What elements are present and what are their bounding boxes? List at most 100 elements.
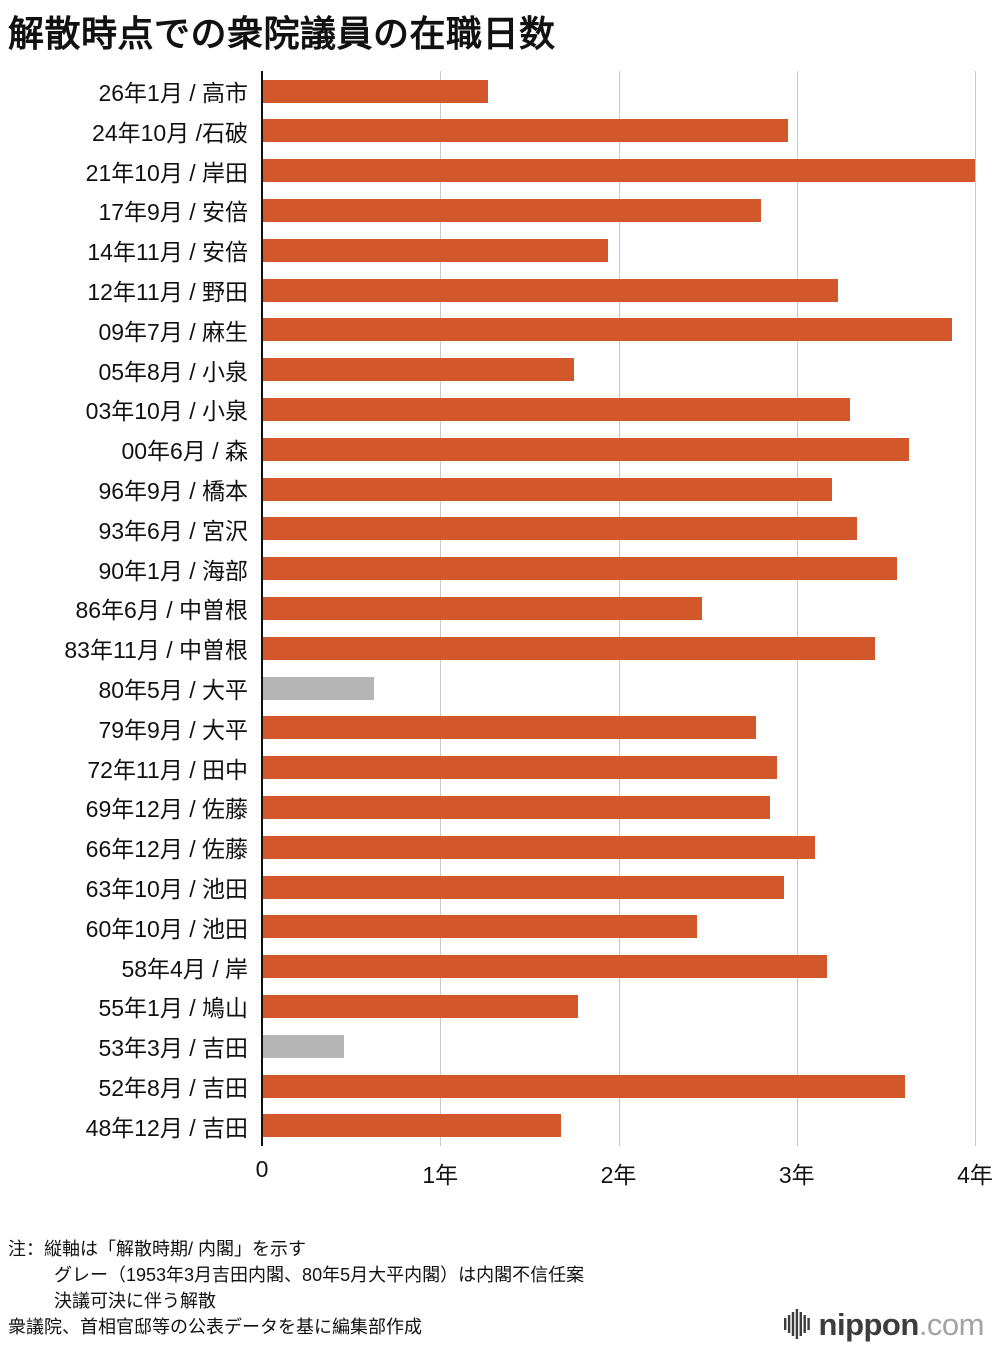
chart-row: 72年11月 / 田中: [0, 748, 1000, 788]
bar-track: [262, 198, 975, 222]
bar: [262, 278, 838, 302]
bar-track: [262, 676, 975, 700]
category-label: 58年4月 / 岸: [121, 955, 248, 982]
bar: [262, 1074, 906, 1098]
category-label: 21年10月 / 岸田: [85, 159, 248, 186]
x-tick-label: 1年: [422, 1161, 459, 1188]
bar-track: [262, 278, 975, 302]
chart-row: 52年8月 / 吉田: [0, 1066, 1000, 1106]
logo-brand: nippon: [818, 1306, 920, 1342]
chart-row: 63年10月 / 池田: [0, 867, 1000, 907]
bar: [262, 835, 815, 859]
gridline: [796, 71, 798, 1146]
bar: [262, 756, 778, 780]
bar-track: [262, 875, 975, 899]
bar: [262, 1114, 562, 1138]
category-label: 52年8月 / 吉田: [98, 1075, 248, 1101]
bar-track: [262, 994, 975, 1018]
bar: [262, 79, 489, 103]
bar: [262, 596, 703, 620]
category-label: 90年1月 / 海部: [98, 557, 248, 584]
bar-track: [262, 835, 975, 859]
category-label: 63年10月 / 池田: [85, 876, 248, 903]
bar: [262, 238, 608, 262]
chart-row: 90年1月 / 海部: [0, 549, 1000, 589]
bar-track: [262, 955, 975, 979]
bar: [262, 676, 375, 700]
bar: [262, 716, 756, 740]
chart-row: 48年12月 / 吉田: [0, 1106, 1000, 1146]
bar-track: [262, 1114, 975, 1138]
footnotes: 注：縦軸は「解散時期/ 内閣」を示す グレー（1953年3月吉田内閣、80年5月…: [8, 1236, 584, 1340]
bar-track: [262, 437, 975, 461]
category-label: 26年1月 / 高市: [98, 80, 248, 107]
category-label: 60年10月 / 池田: [85, 915, 248, 942]
bar: [262, 318, 952, 342]
category-label: 24年10月 /石破: [92, 119, 248, 146]
chart-row: 05年8月 / 小泉: [0, 350, 1000, 390]
logo-suffix: .com: [918, 1306, 985, 1342]
category-label: 09年7月 / 麻生: [98, 318, 248, 345]
category-label: 80年5月 / 大平: [98, 677, 248, 704]
category-label: 55年1月 / 鳩山: [98, 995, 248, 1022]
chart-row: 66年12月 / 佐藤: [0, 827, 1000, 867]
chart-row: 03年10月 / 小泉: [0, 390, 1000, 430]
chart-row: 26年1月 / 高市: [0, 71, 1000, 111]
bar-track: [262, 716, 975, 740]
gridline: [975, 71, 976, 1146]
x-axis: 0 1年 2年 3年 4年: [256, 1146, 993, 1190]
bar: [262, 358, 574, 382]
bar-track: [262, 915, 975, 939]
bar: [262, 994, 578, 1018]
chart-row: 24年10月 /石破: [0, 111, 1000, 151]
nippon-logo: nippon.com: [783, 1306, 985, 1342]
bar-track: [262, 795, 975, 819]
bar-track: [262, 119, 975, 143]
bar: [262, 477, 833, 501]
chart-row: 86年6月 / 中曽根: [0, 589, 1000, 629]
bar: [262, 557, 897, 581]
chart-row: 21年10月 / 岸田: [0, 151, 1000, 191]
chart-row: 00年6月 / 森: [0, 429, 1000, 469]
bar-track: [262, 1034, 975, 1058]
x-tick-label: 3年: [778, 1161, 815, 1188]
chart-title: 解散時点での衆院議員の在職日数: [8, 13, 556, 54]
nippon-logo-icon: [783, 1309, 810, 1339]
category-label: 48年12月 / 吉田: [85, 1114, 248, 1141]
category-label: 03年10月 / 小泉: [85, 398, 248, 425]
bar: [262, 119, 788, 143]
chart-row: 60年10月 / 池田: [0, 907, 1000, 947]
chart-row: 12年11月 / 野田: [0, 270, 1000, 310]
chart-row: 58年4月 / 岸: [0, 947, 1000, 987]
category-label: 79年9月 / 大平: [98, 716, 248, 743]
chart-row: 79年9月 / 大平: [0, 708, 1000, 748]
category-label: 17年9月 / 安倍: [98, 199, 248, 226]
bar-track: [262, 79, 975, 103]
category-label: 86年6月 / 中曽根: [75, 597, 248, 624]
category-label: 83年11月 / 中曽根: [64, 637, 248, 664]
x-tick-label: 4年: [957, 1161, 993, 1188]
category-label: 05年8月 / 小泉: [98, 358, 248, 385]
chart-row: 80年5月 / 大平: [0, 668, 1000, 708]
chart-row: 96年9月 / 橋本: [0, 469, 1000, 509]
nippon-logo-text: nippon.com: [818, 1306, 985, 1342]
bar: [262, 875, 785, 899]
chart-row: 09年7月 / 麻生: [0, 310, 1000, 350]
category-label: 93年6月 / 宮沢: [98, 517, 248, 544]
category-label: 72年11月 / 田中: [87, 756, 248, 783]
footnote-line: グレー（1953年3月吉田内閣、80年5月大平内閣）は内閣不信任案: [54, 1265, 585, 1285]
bar: [262, 955, 828, 979]
bar: [262, 795, 770, 819]
bar-track: [262, 557, 975, 581]
bar: [262, 159, 975, 183]
chart-row: 55年1月 / 鳩山: [0, 987, 1000, 1027]
bar-track: [262, 636, 975, 660]
bar-track: [262, 318, 975, 342]
category-label: 66年12月 / 佐藤: [85, 836, 248, 863]
bar-track: [262, 159, 975, 183]
x-tick-label: 2年: [600, 1161, 637, 1188]
bar-track: [262, 358, 975, 382]
category-label: 00年6月 / 森: [121, 438, 248, 465]
bar-chart: 26年1月 / 高市 24年10月 /石破 21年10月 / 岸田 17年9月 / 安…: [0, 71, 1000, 1190]
category-label: 53年3月 / 吉田: [98, 1035, 248, 1062]
